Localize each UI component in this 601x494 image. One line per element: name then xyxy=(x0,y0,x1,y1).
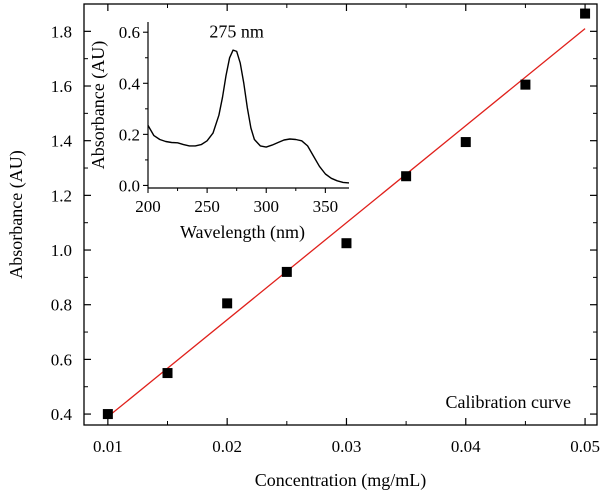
inset-y-axis-label: Absorbance (AU) xyxy=(88,41,109,169)
x-tick-label: 0.04 xyxy=(451,437,481,456)
data-point xyxy=(520,79,531,90)
inset-y-tick-label: 0.2 xyxy=(119,125,140,144)
y-tick-label: 1.6 xyxy=(51,77,72,96)
spectrum-line xyxy=(147,49,350,184)
data-point xyxy=(102,409,113,420)
y-tick-label: 0.8 xyxy=(51,296,72,315)
y-tick-label: 0.6 xyxy=(51,350,72,369)
y-tick-label: 1.0 xyxy=(51,241,72,260)
inset-plot: 200 250 300 350 0.0 0.2 0.4 0.6 Wavelength (nm) A… xyxy=(88,21,350,243)
x-tick-label: 0.05 xyxy=(570,437,600,456)
x-tick-label: 0.03 xyxy=(332,437,362,456)
inset-x-tick-label: 200 xyxy=(135,197,161,216)
inset-y-tick-label: 0.0 xyxy=(119,176,140,195)
data-point xyxy=(281,266,292,277)
y-tick-label: 0.4 xyxy=(51,405,73,424)
data-point xyxy=(580,8,591,19)
inset-y-tick-label: 0.6 xyxy=(119,23,140,42)
data-point xyxy=(222,298,233,309)
x-tick-label: 0.02 xyxy=(212,437,242,456)
main-plot: 0.01 0.02 0.03 0.04 0.05 0.4 0.6 0.8 1.0 1.2 1.4 1.… xyxy=(6,3,600,491)
main-plot-frame xyxy=(83,3,598,426)
y-axis-label: Absorbance (AU) xyxy=(6,150,27,278)
data-point xyxy=(460,137,471,148)
peak-label: 275 nm xyxy=(209,21,264,41)
y-tick-label: 1.2 xyxy=(51,186,72,205)
inset-x-tick-label: 250 xyxy=(194,197,220,216)
inset-x-tick-label: 350 xyxy=(313,197,339,216)
x-tick-label: 0.01 xyxy=(93,437,123,456)
fit-line xyxy=(107,28,586,418)
x-axis-label: Concentration (mg/mL) xyxy=(255,470,426,491)
inset-x-tick-label: 300 xyxy=(253,197,279,216)
calibration-curve-label: Calibration curve xyxy=(446,392,571,412)
y-tick-label: 1.8 xyxy=(51,22,72,41)
data-point xyxy=(162,368,173,379)
y-tick-label: 1.4 xyxy=(51,132,73,151)
data-point xyxy=(401,171,412,182)
data-point xyxy=(341,238,352,249)
inset-y-tick-label: 0.4 xyxy=(119,74,141,93)
inset-x-axis-label: Wavelength (nm) xyxy=(180,222,305,243)
